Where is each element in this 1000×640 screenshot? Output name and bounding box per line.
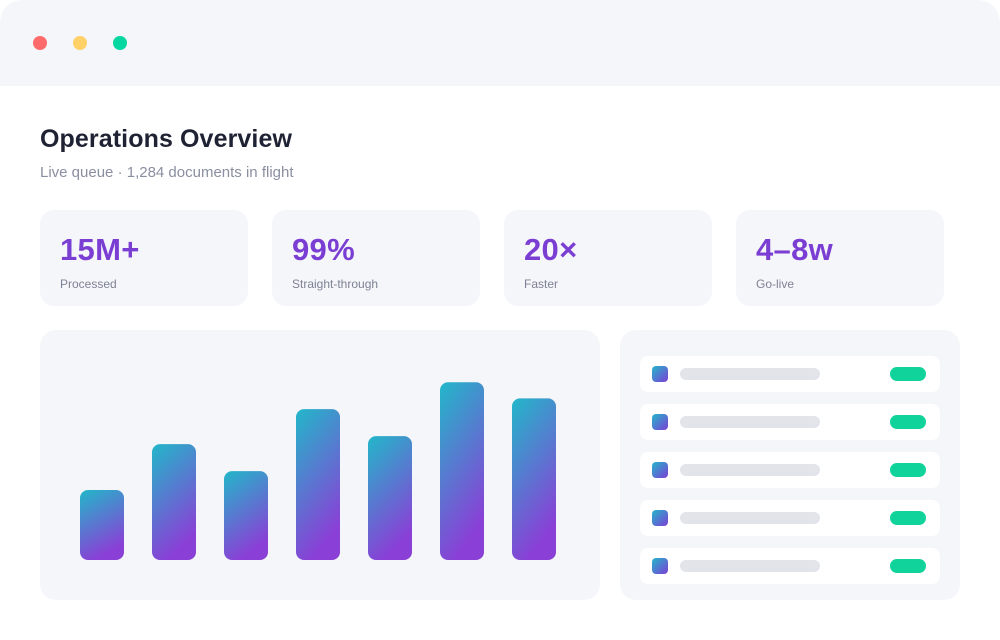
stat-label: Go-live xyxy=(756,277,795,291)
stat-value: 15M+ xyxy=(60,232,140,267)
list-item[interactable] xyxy=(640,452,940,488)
list-item-placeholder xyxy=(680,512,820,524)
title-bar xyxy=(0,0,1000,86)
chart-bar xyxy=(512,398,556,560)
document-icon xyxy=(652,510,668,526)
status-badge xyxy=(890,367,926,381)
stat-value: 20× xyxy=(524,232,578,267)
list-item[interactable] xyxy=(640,404,940,440)
close-window-button[interactable] xyxy=(33,36,47,50)
stat-value: 99% xyxy=(292,232,355,267)
document-icon xyxy=(652,366,668,382)
stat-card-faster: 20× Faster xyxy=(504,210,712,306)
bar-chart xyxy=(80,382,556,560)
list-item[interactable] xyxy=(640,356,940,392)
bar-chart-panel xyxy=(40,330,600,600)
status-badge xyxy=(890,511,926,525)
stat-label: Straight-through xyxy=(292,277,379,291)
maximize-window-button[interactable] xyxy=(113,36,127,50)
stat-value: 4–8w xyxy=(756,232,834,267)
stat-card-straight-through: 99% Straight-through xyxy=(272,210,480,306)
chart-bar xyxy=(152,444,196,560)
chart-bar xyxy=(296,409,340,560)
list-item-placeholder xyxy=(680,464,820,476)
status-badge xyxy=(890,415,926,429)
chart-bar xyxy=(440,382,484,560)
status-badge xyxy=(890,463,926,477)
minimize-window-button[interactable] xyxy=(73,36,87,50)
list-item-placeholder xyxy=(680,560,820,572)
stat-label: Faster xyxy=(524,277,559,291)
document-icon xyxy=(652,414,668,430)
list-item[interactable] xyxy=(640,500,940,536)
queue-list-panel xyxy=(620,330,960,600)
stat-card-processed: 15M+ Processed xyxy=(40,210,248,306)
page-subtitle: Live queue · 1,284 documents in flight xyxy=(40,164,294,181)
document-icon xyxy=(652,462,668,478)
list-item-placeholder xyxy=(680,368,820,380)
page-title: Operations Overview xyxy=(40,125,292,153)
chart-bar xyxy=(368,436,412,560)
list-item-placeholder xyxy=(680,416,820,428)
stat-card-go-live: 4–8w Go-live xyxy=(736,210,944,306)
status-badge xyxy=(890,559,926,573)
chart-bar xyxy=(224,471,268,560)
stat-label: Processed xyxy=(60,277,117,291)
list-item[interactable] xyxy=(640,548,940,584)
document-icon xyxy=(652,558,668,574)
chart-bar xyxy=(80,489,124,560)
